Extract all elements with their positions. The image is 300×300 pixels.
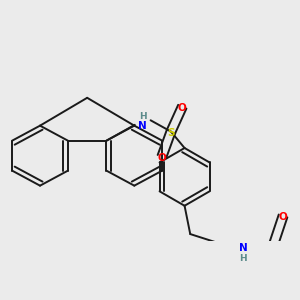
Text: O: O <box>178 103 187 113</box>
Text: N: N <box>239 242 248 253</box>
Text: O: O <box>158 152 166 163</box>
Text: O: O <box>279 212 287 222</box>
Text: S: S <box>167 128 175 138</box>
Text: H: H <box>139 112 146 121</box>
Text: N: N <box>138 121 147 131</box>
Text: H: H <box>240 254 247 263</box>
